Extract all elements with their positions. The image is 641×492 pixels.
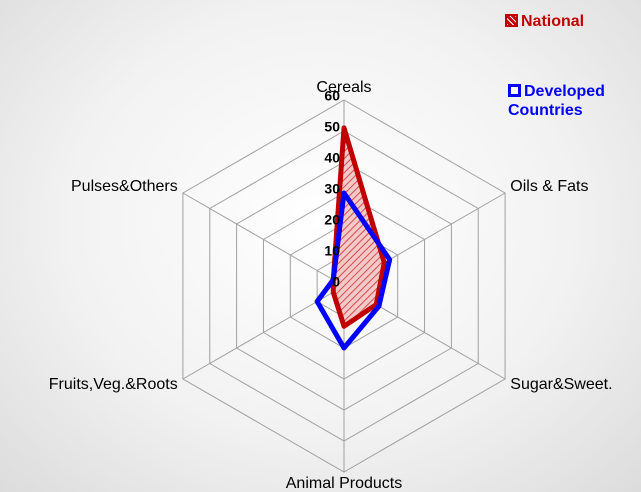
legend-entry: Developed Countries xyxy=(508,82,638,120)
series-area xyxy=(314,190,393,351)
category-label: Oils & Fats xyxy=(510,178,588,195)
radial-tick-label: 60 xyxy=(324,88,340,104)
category-label: Cereals xyxy=(316,79,371,96)
axis-spoke xyxy=(182,192,345,287)
radial-tick-label: 20 xyxy=(324,212,340,228)
legend-swatch xyxy=(508,84,521,97)
category-label: Fruits,Veg.&Roots xyxy=(49,376,178,393)
category-label: Animal Products xyxy=(286,475,403,492)
category-label: Pulses&Others xyxy=(71,178,178,195)
legend-label: Developed Countries xyxy=(508,83,605,119)
radial-tick-label: 40 xyxy=(324,150,340,166)
radial-tick-label: 30 xyxy=(324,181,340,197)
category-label: Sugar&Sweet. xyxy=(510,376,612,393)
legend-label: National xyxy=(521,13,585,30)
radial-tick-label: 10 xyxy=(324,243,340,259)
legend-swatch xyxy=(505,14,518,27)
radial-tick-label: 50 xyxy=(324,119,340,135)
legend-entry: National xyxy=(505,12,584,31)
radial-tick-label: 0 xyxy=(332,274,340,290)
